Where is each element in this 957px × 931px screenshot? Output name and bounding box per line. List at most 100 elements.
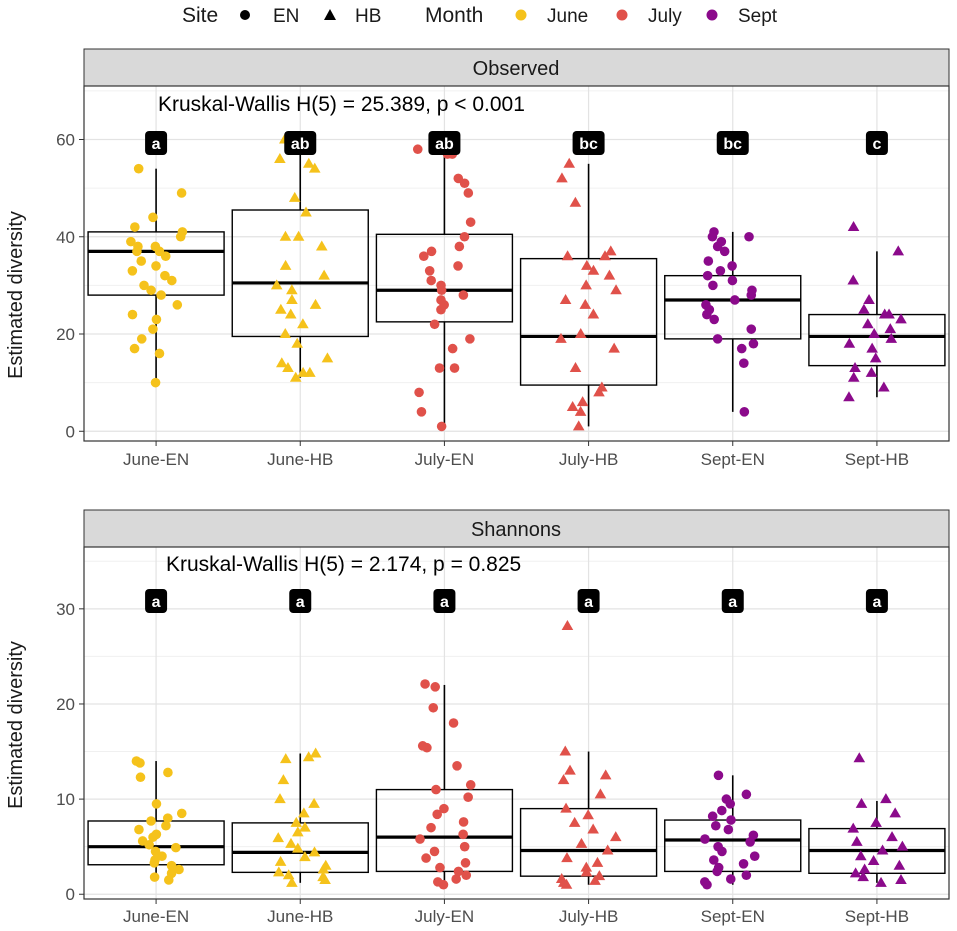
data-point-triangle (601, 844, 614, 855)
data-point-circle (748, 830, 759, 841)
significance-badge (577, 589, 600, 613)
data-point-circle (414, 387, 424, 398)
data-point-triangle (275, 303, 287, 314)
data-point-circle (435, 862, 445, 873)
significance-letter: c (872, 136, 881, 153)
data-point-circle (723, 824, 734, 835)
data-point-triangle (580, 279, 592, 290)
data-point-triangle (849, 362, 861, 373)
data-point-triangle (270, 279, 283, 290)
data-point-triangle (581, 259, 593, 270)
data-point-triangle (843, 391, 855, 402)
panel-shannons: 0 10 20 30 a a a a a a June-EN June-HB July-EN July-H… (5, 509, 950, 926)
data-point-circle (133, 163, 144, 174)
data-point-circle (436, 421, 447, 432)
data-point-circle (431, 784, 441, 795)
data-point-circle (146, 816, 156, 826)
x-tick-label: July-HB (559, 907, 619, 926)
data-point-circle (151, 829, 162, 840)
data-point-circle (439, 803, 449, 814)
data-point-triangle (876, 844, 889, 855)
data-point-circle (130, 222, 140, 232)
legend-month-title: Month (425, 4, 483, 27)
data-point-circle (174, 864, 184, 875)
significance-letter: a (440, 594, 449, 611)
data-point-circle (151, 314, 162, 325)
data-point-triangle (274, 793, 286, 804)
data-point-circle (163, 767, 173, 778)
data-point-triangle (279, 259, 292, 270)
significance-badge (865, 131, 888, 155)
data-point-circle (417, 741, 428, 751)
data-point-circle (749, 851, 760, 861)
box-iqr (375, 788, 514, 873)
data-point-triangle (609, 831, 622, 842)
data-point-circle (707, 811, 718, 822)
data-point-circle (424, 265, 435, 276)
data-point-triangle (563, 157, 576, 168)
data-point-triangle (286, 293, 298, 304)
panel-border (83, 85, 950, 442)
data-point-circle (730, 295, 740, 305)
legend-site-title: Site (182, 4, 218, 27)
data-point-triangle (847, 221, 860, 232)
data-point-triangle (309, 298, 322, 309)
data-point-circle (453, 261, 463, 271)
y-tick-label: 0 (66, 885, 75, 904)
legend-month-july: July (648, 6, 682, 27)
data-point-circle (432, 809, 442, 820)
data-point-triangle (579, 298, 592, 309)
data-point-triangle (561, 250, 574, 261)
data-point-triangle (853, 752, 866, 763)
data-point-circle (739, 358, 749, 368)
data-point-circle (738, 859, 749, 869)
data-point-triangle (279, 230, 292, 241)
data-point-circle (136, 256, 147, 266)
data-point-circle (459, 841, 470, 852)
data-point-circle (448, 718, 459, 728)
data-point-triangle (555, 332, 567, 343)
data-point-triangle (319, 859, 332, 870)
data-point-triangle (572, 420, 585, 431)
data-point-triangle (847, 822, 860, 833)
data-point-triangle (575, 837, 588, 848)
data-point-triangle (574, 405, 587, 416)
data-point-triangle (566, 400, 579, 411)
data-point-circle (719, 246, 730, 257)
y-axis-label-observed: Estimated diversity (5, 211, 27, 379)
data-point-triangle (308, 162, 321, 173)
data-point-circle (710, 820, 721, 831)
data-point-circle (727, 261, 737, 271)
box-iqr (375, 233, 514, 323)
legend-site-hb: HB (355, 6, 381, 27)
data-point-triangle (587, 823, 599, 834)
data-point-triangle (556, 172, 568, 183)
data-point-triangle (843, 337, 856, 348)
data-point-circle (146, 285, 156, 296)
x-tick-label: Sept-EN (701, 907, 765, 926)
data-point-circle (162, 813, 173, 823)
data-point-circle (418, 251, 429, 262)
data-point-circle (741, 870, 752, 881)
data-point-circle (453, 173, 464, 184)
data-point-circle (721, 794, 732, 804)
data-point-circle (167, 275, 177, 286)
data-point-circle (139, 280, 149, 291)
data-point-circle (160, 270, 170, 281)
data-point-circle (748, 338, 759, 349)
legend-triangle-icon (324, 9, 336, 20)
data-point-circle (127, 265, 138, 276)
data-point-triangle (561, 852, 573, 863)
data-point-circle (430, 682, 441, 692)
data-point-circle (713, 841, 723, 852)
data-point-triangle (298, 807, 310, 818)
data-point-triangle (604, 245, 617, 256)
data-point-triangle (857, 871, 869, 882)
significance-badge (145, 131, 168, 155)
data-point-circle (736, 343, 747, 354)
x-tick-label: June-EN (123, 450, 189, 469)
data-point-circle (135, 772, 146, 783)
data-point-triangle (315, 240, 328, 251)
y-tick-label: 0 (66, 422, 75, 441)
data-point-circle (708, 280, 718, 291)
